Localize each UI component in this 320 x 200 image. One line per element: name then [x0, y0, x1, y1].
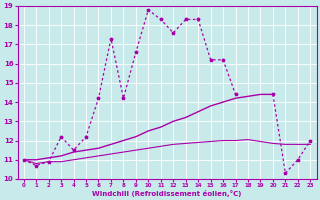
X-axis label: Windchill (Refroidissement éolien,°C): Windchill (Refroidissement éolien,°C)	[92, 190, 242, 197]
